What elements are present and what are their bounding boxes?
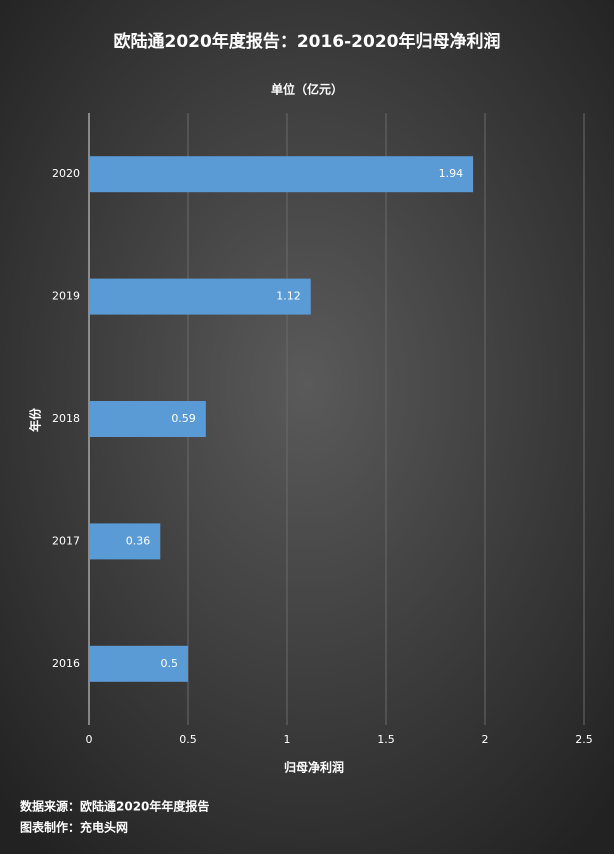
chart-title: 欧陆通2020年度报告：2016-2020年归母净利润 — [114, 31, 501, 52]
data-label: 1.12 — [276, 290, 301, 303]
data-label: 1.94 — [439, 167, 464, 180]
x-tick-label: 1.5 — [377, 733, 395, 746]
y-tick-label: 2016 — [52, 657, 80, 670]
source-note: 数据来源：欧陆通2020年年度报告 — [20, 799, 209, 814]
bar — [89, 523, 161, 560]
bar — [89, 156, 474, 193]
data-label: 0.5 — [161, 657, 179, 670]
x-tick-label: 2.5 — [575, 733, 593, 746]
x-tick-label: 1 — [284, 733, 291, 746]
bar — [89, 645, 188, 682]
bar — [89, 278, 311, 315]
x-tick-label: 0.5 — [179, 733, 197, 746]
x-tick-label: 0 — [86, 733, 93, 746]
data-label: 0.36 — [126, 534, 151, 547]
x-axis-label: 归母净利润 — [284, 760, 344, 775]
y-axis-label: 年份 — [28, 407, 43, 432]
data-label: 0.59 — [171, 412, 196, 425]
y-tick-label: 2019 — [52, 290, 80, 303]
credit-note: 图表制作：充电头网 — [20, 820, 128, 835]
y-tick-label: 2018 — [52, 412, 80, 425]
y-tick-label: 2017 — [52, 534, 80, 547]
x-tick-label: 2 — [482, 733, 489, 746]
chart-subtitle: 单位（亿元） — [271, 82, 343, 97]
y-tick-label: 2020 — [52, 167, 80, 180]
bar — [89, 401, 206, 437]
